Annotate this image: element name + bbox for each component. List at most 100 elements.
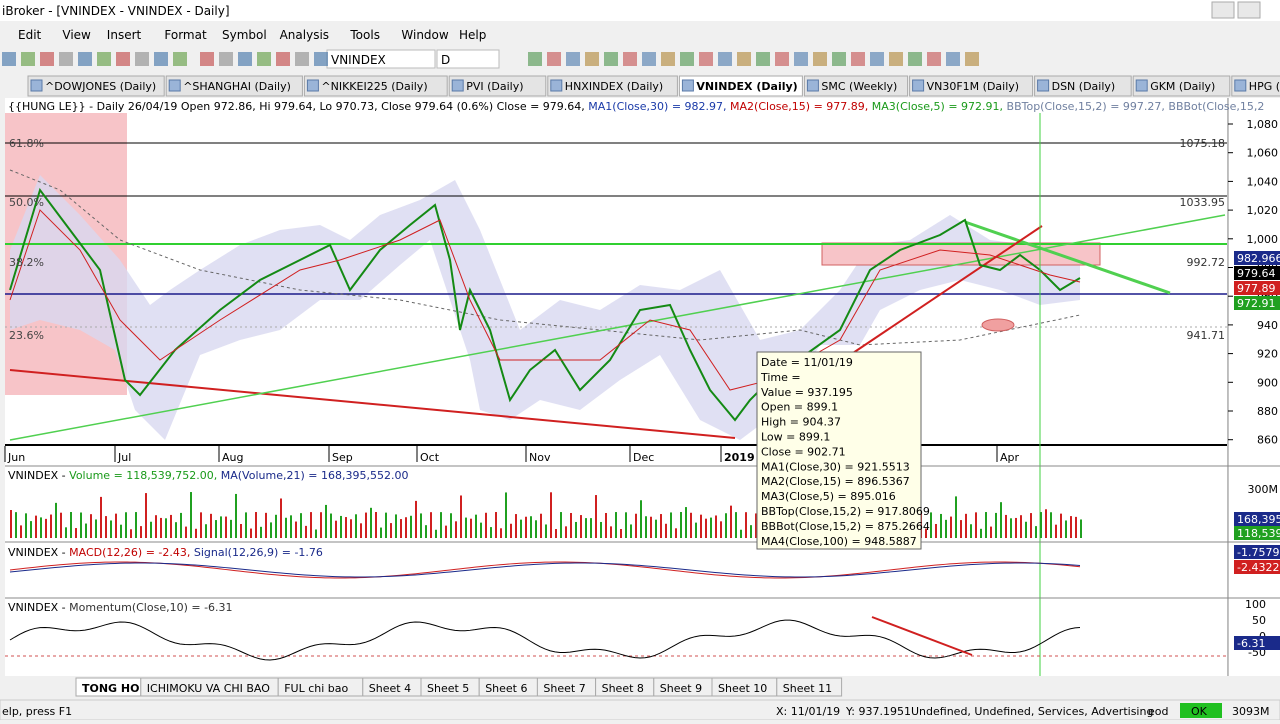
sheet-label[interactable]: Sheet 7 xyxy=(543,682,585,695)
tool-icon[interactable] xyxy=(566,52,580,66)
tool-icon[interactable] xyxy=(908,52,922,66)
tool-icon[interactable] xyxy=(889,52,903,66)
menu-item[interactable]: Tools xyxy=(349,28,380,42)
tool-icon[interactable] xyxy=(200,52,214,66)
trend-line xyxy=(871,616,973,656)
tab-label[interactable]: GKM (Daily) xyxy=(1150,80,1215,93)
status-info: Undefined, Undefined, Services, Advertis… xyxy=(911,705,1153,718)
volume-bar xyxy=(75,528,77,538)
sheet-label[interactable]: FUL chi bao xyxy=(284,682,348,695)
tool-icon[interactable] xyxy=(642,52,656,66)
volume-bar xyxy=(110,520,112,538)
tab[interactable] xyxy=(678,75,803,97)
sheet-label[interactable]: Sheet 10 xyxy=(718,682,767,695)
menu-item[interactable]: Edit xyxy=(18,28,42,42)
macd-line xyxy=(9,561,1081,579)
tab[interactable] xyxy=(27,75,165,97)
tool-icon[interactable] xyxy=(737,52,751,66)
tool-icon[interactable] xyxy=(135,52,149,66)
sheet-label[interactable]: Sheet 8 xyxy=(602,682,644,695)
menu-item[interactable]: Window xyxy=(401,28,449,42)
tooltip-box xyxy=(756,351,922,550)
tab[interactable] xyxy=(1132,75,1231,97)
tab-label[interactable]: SMC (Weekly) xyxy=(821,80,897,93)
tool-icon[interactable] xyxy=(238,52,252,66)
menu-item[interactable]: Format xyxy=(164,28,207,42)
tab-label[interactable]: ^SHANGHAI (Daily) xyxy=(183,80,291,93)
tool-icon[interactable] xyxy=(173,52,187,66)
tool-icon[interactable] xyxy=(295,52,309,66)
menu-item[interactable]: View xyxy=(62,28,91,42)
value-box-label: 982.966 xyxy=(1237,252,1280,265)
menu-item[interactable]: Analysis xyxy=(280,28,329,42)
tool-icon[interactable] xyxy=(78,52,92,66)
tab-label[interactable]: VNINDEX (Daily) xyxy=(696,80,797,93)
tab[interactable] xyxy=(1034,75,1132,97)
sheet-label[interactable]: Sheet 4 xyxy=(369,682,411,695)
tab-label[interactable]: ^DOWJONES (Daily) xyxy=(45,80,156,93)
tab[interactable] xyxy=(448,75,547,97)
tool-icon[interactable] xyxy=(219,52,233,66)
tool-icon[interactable] xyxy=(927,52,941,66)
tool-icon[interactable] xyxy=(623,52,637,66)
tab[interactable] xyxy=(803,75,909,97)
tool-icon[interactable] xyxy=(585,52,599,66)
interval-box[interactable] xyxy=(436,49,500,69)
tool-icon[interactable] xyxy=(965,52,979,66)
tab-label[interactable]: PVI (Daily) xyxy=(466,80,523,93)
tool-icon[interactable] xyxy=(40,52,54,66)
tool-icon[interactable] xyxy=(547,52,561,66)
volume-bar xyxy=(420,513,422,538)
tool-icon[interactable] xyxy=(832,52,846,66)
tool-icon[interactable] xyxy=(851,52,865,66)
tab-label[interactable]: HNXINDEX (Daily) xyxy=(565,80,663,93)
tab[interactable] xyxy=(909,75,1034,97)
sheet-label[interactable]: ICHIMOKU VA CHI BAO xyxy=(147,682,270,695)
tab-label[interactable]: ^NIKKEI225 (Daily) xyxy=(321,80,427,93)
tool-icon[interactable] xyxy=(276,52,290,66)
tool-icon[interactable] xyxy=(775,52,789,66)
tool-icon[interactable] xyxy=(2,52,16,66)
tool-icon[interactable] xyxy=(97,52,111,66)
sheet-label[interactable]: Sheet 5 xyxy=(427,682,469,695)
restore-button[interactable] xyxy=(1237,1,1261,19)
volume-bar xyxy=(375,512,377,538)
volume-bar xyxy=(640,500,642,538)
sheet-label[interactable]: TONG HOP xyxy=(82,682,148,695)
tool-icon[interactable] xyxy=(154,52,168,66)
tool-icon[interactable] xyxy=(718,52,732,66)
tool-icon[interactable] xyxy=(257,52,271,66)
tool-icon[interactable] xyxy=(661,52,675,66)
sheet-label[interactable]: Sheet 11 xyxy=(783,682,832,695)
axis-label: 1,020 xyxy=(1247,204,1279,217)
sheet-label[interactable]: Sheet 6 xyxy=(485,682,527,695)
menu-item[interactable]: Insert xyxy=(107,28,142,42)
tab-label[interactable]: DSN (Daily) xyxy=(1052,80,1116,93)
tab[interactable] xyxy=(165,75,303,97)
tool-icon[interactable] xyxy=(116,52,130,66)
tool-icon[interactable] xyxy=(604,52,618,66)
menu-item[interactable]: Symbol xyxy=(222,28,267,42)
tool-icon[interactable] xyxy=(813,52,827,66)
tool-icon[interactable] xyxy=(59,52,73,66)
tool-icon[interactable] xyxy=(528,52,542,66)
minimize-button[interactable] xyxy=(1211,1,1235,19)
tool-icon[interactable] xyxy=(680,52,694,66)
tool-icon[interactable] xyxy=(699,52,713,66)
tool-icon[interactable] xyxy=(870,52,884,66)
tool-icon[interactable] xyxy=(946,52,960,66)
sheet-tab[interactable] xyxy=(776,677,843,697)
tab[interactable] xyxy=(547,75,678,97)
volume-bar xyxy=(980,528,982,538)
sheet-label[interactable]: Sheet 9 xyxy=(660,682,702,695)
volume-bar xyxy=(680,512,682,538)
tool-icon[interactable] xyxy=(314,52,328,66)
tab-label[interactable]: HPG (Daily) xyxy=(1249,80,1280,93)
tool-icon[interactable] xyxy=(21,52,35,66)
tab-label[interactable]: VN30F1M (Daily) xyxy=(927,80,1019,93)
tool-icon[interactable] xyxy=(756,52,770,66)
menu-item[interactable]: Help xyxy=(459,28,486,42)
tool-icon[interactable] xyxy=(794,52,808,66)
volume-bar xyxy=(595,495,597,538)
tab[interactable] xyxy=(303,75,448,97)
